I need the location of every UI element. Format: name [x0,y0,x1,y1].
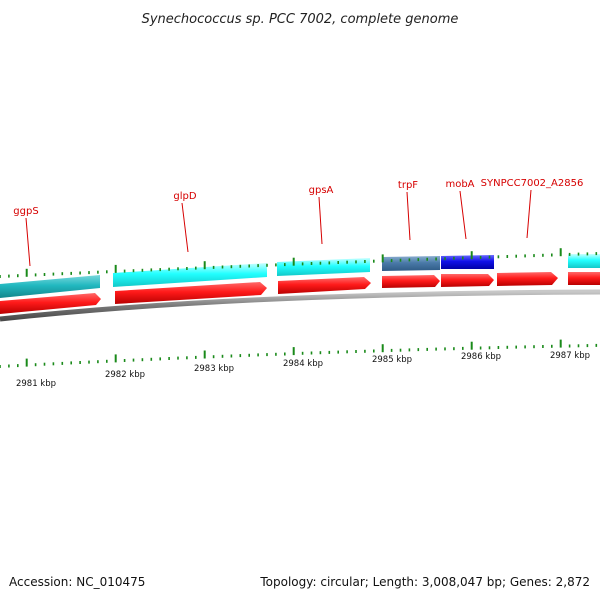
reverse-cds-block [441,255,494,269]
forward-cds-arrow [278,277,371,294]
kbp-label-2982: 2982 kbp [105,370,145,380]
leader-line [406,191,411,241]
kbp-label-2987: 2987 kbp [550,351,590,361]
lower-tick-track [0,339,598,368]
forward-cds-arrow [382,275,440,288]
upper-tick-track [0,248,598,278]
gene-label-moba: mobA [445,179,474,190]
accession-text: Accession: NC_010475 [9,575,146,589]
forward-cds-arrow [441,274,494,287]
leader-line [25,217,31,267]
leader-line [318,196,323,245]
forward-cds-arrow [115,282,267,304]
leader-line [526,189,532,239]
gene-label-gpsa: gpsA [309,185,334,196]
gene-labels: ggpS glpD gpsA trpF mobA SYNPCC7002_A285… [13,178,583,217]
gene-label-leaders [25,189,532,267]
gene-label-trpf: trpF [398,180,418,191]
topology-text: Topology: circular; Length: 3,008,047 bp… [260,575,590,589]
forward-cds-arrow [497,272,558,286]
kbp-label-2986: 2986 kbp [461,352,501,362]
kbp-label-2985: 2985 kbp [372,355,412,365]
kbp-label-2983: 2983 kbp [194,364,234,374]
kbp-axis-labels: 2981 kbp 2982 kbp 2983 kbp 2984 kbp 2985… [16,351,590,389]
gene-label-glpd: glpD [173,191,196,202]
gene-label-ggps: ggpS [13,206,38,217]
leader-line [459,190,467,240]
gene-label-synpcc7002-a2856: SYNPCC7002_A2856 [481,178,584,189]
kbp-label-2984: 2984 kbp [283,359,323,369]
forward-cds-arrow [568,272,600,285]
reverse-cds-block [0,275,100,298]
forward-strand-track [0,272,600,314]
reverse-cds-block [568,254,600,268]
leader-line [181,202,189,253]
reverse-cds-block [113,263,267,287]
kbp-label-2981: 2981 kbp [16,379,56,389]
genome-backbone [0,289,600,322]
forward-cds-arrow [0,293,101,314]
reverse-cds-block [382,256,440,271]
map-title: Synechococcus sp. PCC 7002, complete gen… [142,12,459,27]
